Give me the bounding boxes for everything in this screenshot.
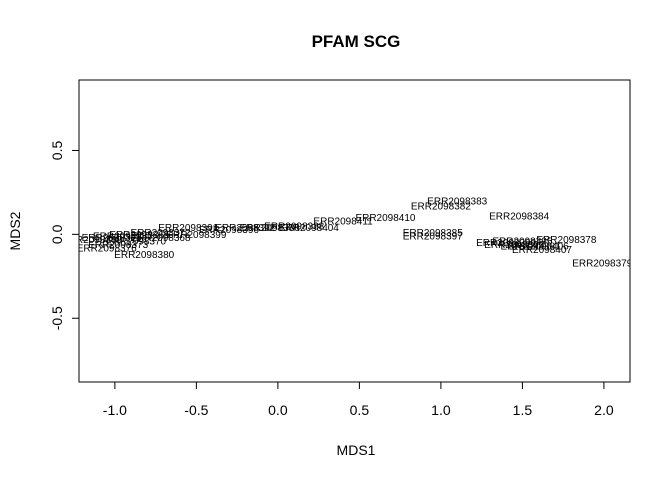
point-label: ERR2098404 <box>279 223 339 234</box>
point-label: ERR2098385 <box>403 228 463 239</box>
x-axis: -1.0 -0.5 0.0 0.5 1.0 1.5 2.0 <box>103 381 614 418</box>
y-tick-label: 0.0 <box>49 224 65 244</box>
point-label: ERR2098365 <box>109 230 169 241</box>
point-label: ERR2098379 <box>572 258 632 269</box>
point-label: ERR2098372 <box>130 228 190 239</box>
y-tick-label: -0.5 <box>49 306 65 330</box>
point-label: ERR2098392 <box>215 223 275 234</box>
point-label: ERR2098381 <box>501 242 561 253</box>
y-axis-label: MDS2 <box>7 211 23 250</box>
point-label: ERR2098370 <box>106 237 166 248</box>
point-label: ERR2098382 <box>411 201 471 212</box>
point-label: ERR2098391 <box>158 223 218 234</box>
point-label: ERR2098387 <box>93 232 153 243</box>
x-tick-label: 1.5 <box>513 402 533 418</box>
x-tick-label: 0.0 <box>268 402 288 418</box>
point-label: ERR2098376 <box>77 243 137 254</box>
point-label: ERR2098396 <box>199 225 259 236</box>
point-label: ERR2098399 <box>166 230 226 241</box>
point-label: ERR2098397 <box>403 232 463 243</box>
point-label: ERR2098411 <box>313 216 373 227</box>
x-tick-label: -0.5 <box>184 402 208 418</box>
point-label: ERR2098369 <box>62 235 122 246</box>
x-tick-label: -1.0 <box>103 402 127 418</box>
point-label: ERR2098368 <box>130 233 190 244</box>
chart-title: PFAM SCG <box>312 32 401 51</box>
point-label: ERR2098373 <box>88 240 148 251</box>
point-label: ERR2098410 <box>355 213 415 224</box>
x-axis-label: MDS1 <box>337 442 376 458</box>
point-label: ERR2098378 <box>536 235 596 246</box>
y-axis: -0.5 0.0 0.5 <box>49 141 80 330</box>
point-label: ERR2098380 <box>114 250 174 261</box>
point-label: ERR2098388 <box>264 221 324 232</box>
x-tick-label: 2.0 <box>594 402 614 418</box>
point-label: ERR2098393 <box>484 240 544 251</box>
point-label: ERR2098375 <box>82 233 142 244</box>
point-label: ERR2098384 <box>489 211 549 222</box>
point-label: ERR2098395 <box>492 237 552 248</box>
x-tick-label: 0.5 <box>350 402 370 418</box>
point-label: ERR2098383 <box>427 196 487 207</box>
y-tick-label: 0.5 <box>49 141 65 161</box>
point-label: ERR2098406 <box>509 242 569 253</box>
x-tick-label: 1.0 <box>431 402 451 418</box>
point-label: ERR2098386 <box>240 223 300 234</box>
point-label: ERR2098390 <box>476 238 536 249</box>
point-label: ERR2098407 <box>512 245 572 256</box>
